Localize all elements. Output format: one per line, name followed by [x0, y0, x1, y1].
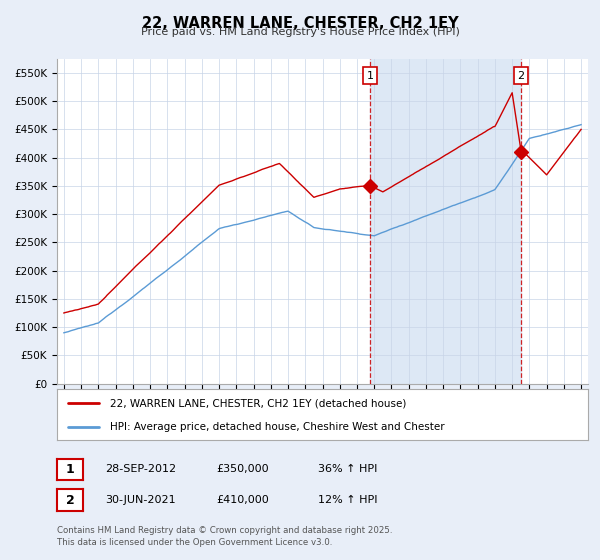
- Text: 12% ↑ HPI: 12% ↑ HPI: [318, 494, 377, 505]
- Text: 2: 2: [65, 493, 74, 507]
- Text: Contains HM Land Registry data © Crown copyright and database right 2025.
This d: Contains HM Land Registry data © Crown c…: [57, 526, 392, 547]
- Text: HPI: Average price, detached house, Cheshire West and Chester: HPI: Average price, detached house, Ches…: [110, 422, 445, 432]
- Text: 28-SEP-2012: 28-SEP-2012: [105, 464, 176, 474]
- Text: 30-JUN-2021: 30-JUN-2021: [105, 494, 176, 505]
- Text: 22, WARREN LANE, CHESTER, CH2 1EY: 22, WARREN LANE, CHESTER, CH2 1EY: [142, 16, 458, 31]
- Text: 22, WARREN LANE, CHESTER, CH2 1EY (detached house): 22, WARREN LANE, CHESTER, CH2 1EY (detac…: [110, 398, 406, 408]
- Bar: [370, 59, 521, 384]
- Text: £410,000: £410,000: [216, 494, 269, 505]
- Text: Price paid vs. HM Land Registry's House Price Index (HPI): Price paid vs. HM Land Registry's House …: [140, 27, 460, 37]
- Text: 1: 1: [65, 463, 74, 476]
- Text: 1: 1: [367, 71, 373, 81]
- Text: 36% ↑ HPI: 36% ↑ HPI: [318, 464, 377, 474]
- Text: £350,000: £350,000: [216, 464, 269, 474]
- Text: 2: 2: [517, 71, 524, 81]
